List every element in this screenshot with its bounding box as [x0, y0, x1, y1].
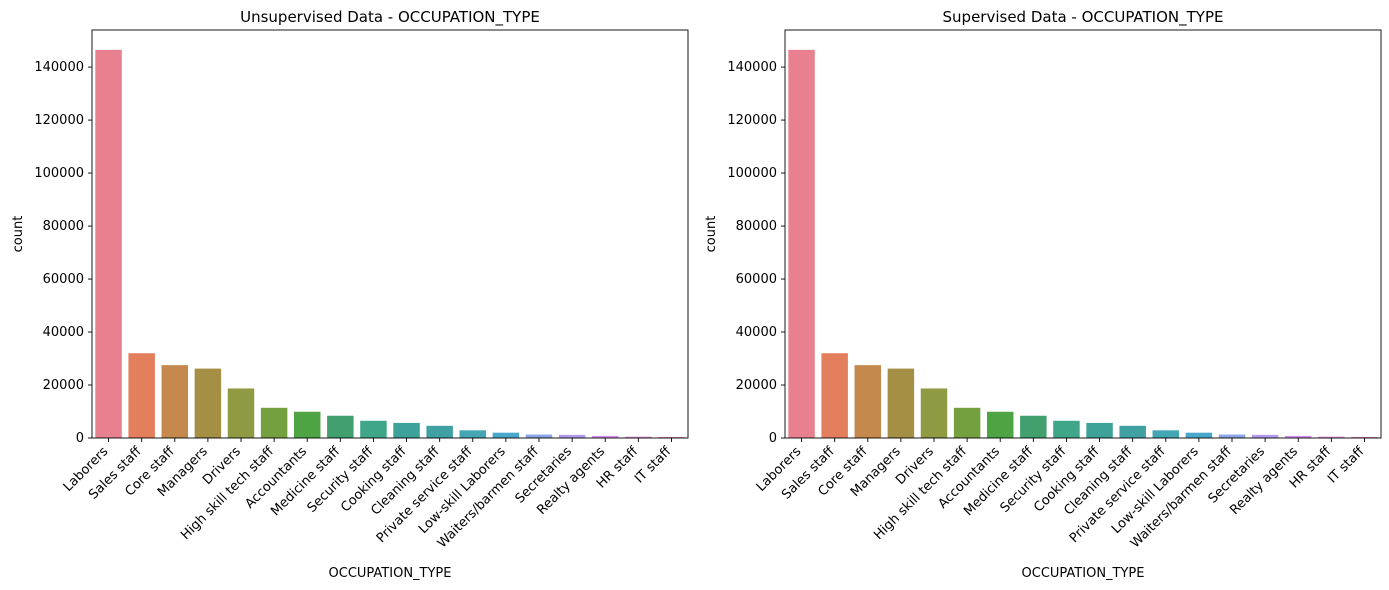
bar-private-service-staff — [1152, 430, 1180, 438]
bar-high-skill-tech-staff — [953, 407, 981, 438]
x-tick-label: IT staff — [632, 443, 675, 486]
bar-sales-staff — [128, 353, 155, 438]
bar-waiters-barmen-staff — [1218, 434, 1246, 438]
y-tick-label: 60000 — [43, 272, 84, 287]
bar-private-service-staff — [459, 430, 487, 438]
bar-cleaning-staff — [426, 425, 453, 438]
y-tick-label: 40000 — [736, 325, 777, 340]
y-tick-label: 140000 — [727, 60, 777, 75]
bar-sales-staff — [821, 353, 848, 438]
bar-laborers — [788, 49, 815, 439]
bar-laborers — [95, 49, 122, 439]
bar-security-staff — [1053, 420, 1080, 438]
chart-title: Unsupervised Data - OCCUPATION_TYPE — [240, 8, 540, 27]
y-tick-label: 0 — [76, 431, 84, 446]
bar-accountants — [293, 411, 321, 438]
bar-secretaries — [1251, 434, 1279, 438]
x-axis-label: OCCUPATION_TYPE — [329, 566, 452, 581]
bar-core-staff — [854, 365, 882, 438]
y-tick-label: 120000 — [34, 113, 84, 128]
y-tick-label: 0 — [769, 431, 777, 446]
y-axis-label: count — [11, 216, 26, 253]
bar-drivers — [227, 388, 255, 438]
x-tick-label: IT staff — [1325, 443, 1368, 486]
bar-secretaries — [558, 434, 586, 438]
bar-medicine-staff — [327, 415, 354, 438]
bar-high-skill-tech-staff — [260, 407, 288, 438]
y-tick-label: 40000 — [43, 325, 84, 340]
bar-drivers — [920, 388, 948, 438]
supervised-chart: 020000400006000080000100000120000140000L… — [704, 8, 1382, 581]
bar-it-staff — [1351, 436, 1378, 438]
y-tick-label: 140000 — [34, 60, 84, 75]
y-axis-label: count — [704, 216, 719, 253]
y-tick-label: 100000 — [34, 166, 84, 181]
unsupervised-chart: 020000400006000080000100000120000140000L… — [11, 8, 689, 581]
bar-waiters-barmen-staff — [525, 434, 553, 438]
bar-low-skill-laborers — [1185, 432, 1213, 438]
bar-hr-staff — [625, 436, 652, 438]
bar-managers — [194, 368, 222, 438]
bar-security-staff — [360, 420, 387, 438]
x-axis-label: OCCUPATION_TYPE — [1022, 566, 1145, 581]
bar-hr-staff — [1318, 436, 1345, 438]
bar-managers — [887, 368, 915, 438]
bar-realty-agents — [591, 435, 619, 438]
bar-medicine-staff — [1020, 415, 1047, 438]
y-tick-label: 20000 — [736, 378, 777, 393]
y-tick-label: 80000 — [43, 219, 84, 234]
y-tick-label: 120000 — [727, 113, 777, 128]
bar-accountants — [986, 411, 1014, 438]
plot-frame — [784, 29, 1382, 439]
y-tick-label: 80000 — [736, 219, 777, 234]
chart-title: Supervised Data - OCCUPATION_TYPE — [943, 8, 1224, 27]
bar-cooking-staff — [393, 422, 420, 438]
bar-it-staff — [658, 436, 685, 438]
bar-realty-agents — [1284, 435, 1312, 438]
bar-core-staff — [161, 365, 189, 438]
y-tick-label: 60000 — [736, 272, 777, 287]
bar-cooking-staff — [1086, 422, 1113, 438]
plot-frame — [91, 29, 689, 439]
bar-cleaning-staff — [1119, 425, 1146, 438]
y-tick-label: 20000 — [43, 378, 84, 393]
y-tick-label: 100000 — [727, 166, 777, 181]
bar-low-skill-laborers — [492, 432, 520, 438]
